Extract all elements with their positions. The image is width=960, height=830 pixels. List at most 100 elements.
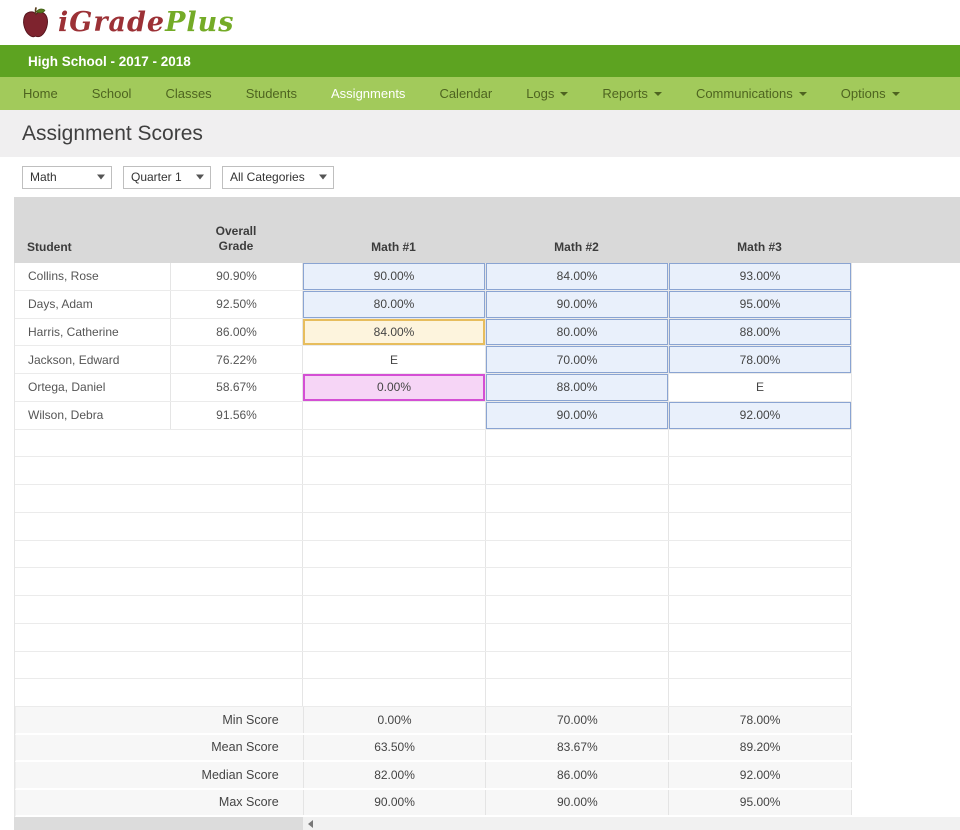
empty-student-cell <box>15 512 303 540</box>
score-cell[interactable]: 0.00% <box>303 374 486 401</box>
score-cell[interactable]: E <box>669 374 852 401</box>
category-select[interactable]: All Categories <box>222 165 334 189</box>
summary-value-cell: 95.00% <box>669 789 853 815</box>
score-cell[interactable]: 88.00% <box>669 318 852 346</box>
score-value-box[interactable]: 90.00% <box>486 290 668 318</box>
score-value-box[interactable]: 84.00% <box>303 318 485 346</box>
score-cell[interactable]: E <box>303 346 486 373</box>
nav-item-home[interactable]: Home <box>6 77 75 110</box>
nav-item-communications[interactable]: Communications <box>679 77 824 110</box>
empty-score-cell <box>486 512 669 540</box>
score-cell[interactable]: 90.00% <box>486 290 669 318</box>
table-row: Ortega, Daniel 58.67% 0.00% 88.00% E <box>15 374 852 402</box>
scrollbar-frozen-corner <box>14 817 303 830</box>
score-cell <box>303 401 486 429</box>
empty-student-cell <box>15 651 303 679</box>
term-select[interactable]: Quarter 1 <box>123 165 211 189</box>
table-body: Collins, Rose 90.90% 90.00% 84.00% 93.00% Day… <box>14 263 853 817</box>
empty-score-cell <box>303 651 486 679</box>
score-cell[interactable]: 90.00% <box>486 401 669 429</box>
empty-score-cell <box>486 679 669 706</box>
scrollbar-track[interactable] <box>303 817 960 830</box>
nav-item-classes[interactable]: Classes <box>148 77 228 110</box>
empty-score-cell <box>303 623 486 651</box>
chevron-down-icon <box>560 92 569 96</box>
column-header-overall-grade: Overall Grade <box>215 224 257 253</box>
score-cell[interactable]: 84.00% <box>303 318 486 346</box>
empty-table-row <box>15 457 852 485</box>
empty-score-cell <box>669 651 852 679</box>
score-value-box[interactable]: 88.00% <box>669 318 851 346</box>
score-value-box[interactable]: 80.00% <box>486 318 668 346</box>
table-row: Harris, Catherine 86.00% 84.00% 80.00% 88.00… <box>15 318 852 347</box>
summary-value-cell: 90.00% <box>304 789 487 815</box>
score-value-box[interactable]: 0.00% <box>303 374 485 401</box>
nav-item-reports[interactable]: Reports <box>585 77 679 110</box>
score-cell[interactable]: 84.00% <box>486 263 669 290</box>
empty-score-cell <box>303 540 486 568</box>
empty-table-row <box>15 651 852 680</box>
score-cell[interactable]: 88.00% <box>486 374 669 401</box>
summary-value-cell: 90.00% <box>486 789 670 815</box>
nav-item-calendar[interactable]: Calendar <box>422 77 509 110</box>
nav-item-label: Reports <box>602 86 648 101</box>
nav-item-options[interactable]: Options <box>824 77 917 110</box>
student-name-cell: Days, Adam <box>15 290 171 318</box>
term-select-wrap: Quarter 1 <box>123 165 211 189</box>
overall-grade-cell: 86.00% <box>171 318 303 346</box>
empty-score-cell <box>669 596 852 623</box>
score-value-box[interactable]: 78.00% <box>669 346 851 373</box>
score-cell[interactable]: 90.00% <box>303 263 486 290</box>
empty-table-row <box>15 485 852 513</box>
category-select-wrap: All Categories <box>222 165 334 189</box>
score-value-box[interactable]: 92.00% <box>669 401 851 429</box>
class-select[interactable]: Math <box>22 165 112 189</box>
nav-item-label: Home <box>23 86 58 101</box>
score-cell[interactable]: 70.00% <box>486 346 669 373</box>
score-cell[interactable]: 95.00% <box>669 290 852 318</box>
summary-label: Max Score <box>16 789 304 815</box>
chevron-down-icon <box>798 92 807 96</box>
empty-score-cell <box>303 457 486 484</box>
nav-item-school[interactable]: School <box>75 77 149 110</box>
score-value-box[interactable]: 80.00% <box>303 290 485 318</box>
score-value-box[interactable]: 88.00% <box>486 374 668 401</box>
score-cell[interactable]: 92.00% <box>669 401 852 429</box>
score-cell[interactable]: 93.00% <box>669 263 852 290</box>
empty-student-cell <box>15 457 303 484</box>
horizontal-scrollbar[interactable] <box>14 817 960 830</box>
summary-value-cell: 70.00% <box>486 707 670 733</box>
score-value-box[interactable]: 93.00% <box>669 263 851 290</box>
score-value-box[interactable]: 95.00% <box>669 290 851 318</box>
empty-score-cell <box>486 485 669 512</box>
score-value-box[interactable]: 90.00% <box>303 263 485 290</box>
nav-item-assignments[interactable]: Assignments <box>314 77 422 110</box>
table-row: Collins, Rose 90.90% 90.00% 84.00% 93.00% <box>15 263 852 291</box>
nav-item-label: Classes <box>165 86 212 101</box>
table-header: Student Overall Grade Math #1 Math #2 Ma… <box>14 197 960 263</box>
empty-score-cell <box>669 429 852 457</box>
empty-table-row <box>15 568 852 596</box>
score-value-box[interactable]: 70.00% <box>486 346 668 373</box>
nav-item-students[interactable]: Students <box>229 77 314 110</box>
column-header-math-1: Math #1 <box>371 240 416 254</box>
score-cell[interactable]: 80.00% <box>303 290 486 318</box>
empty-table-row <box>15 540 852 569</box>
scroll-left-arrow-icon[interactable] <box>308 819 313 828</box>
empty-score-cell <box>303 568 486 595</box>
nav-item-label: Logs <box>526 86 555 101</box>
student-name-cell: Harris, Catherine <box>15 318 171 346</box>
school-year-bar: High School - 2017 - 2018 <box>0 45 960 77</box>
score-cell[interactable]: 78.00% <box>669 346 852 373</box>
overall-grade-cell: 90.90% <box>171 263 303 290</box>
student-name-cell: Collins, Rose <box>15 263 171 290</box>
column-header-math-3: Math #3 <box>737 240 782 254</box>
score-value-box[interactable]: 90.00% <box>486 401 668 429</box>
score-cell[interactable]: 80.00% <box>486 318 669 346</box>
summary-label: Min Score <box>16 707 304 733</box>
column-header-student: Student <box>27 240 72 254</box>
nav-item-logs[interactable]: Logs <box>509 77 585 110</box>
score-value-box[interactable]: 84.00% <box>486 263 668 290</box>
empty-table-row <box>15 623 852 652</box>
nav-item-label: Communications <box>695 86 793 101</box>
